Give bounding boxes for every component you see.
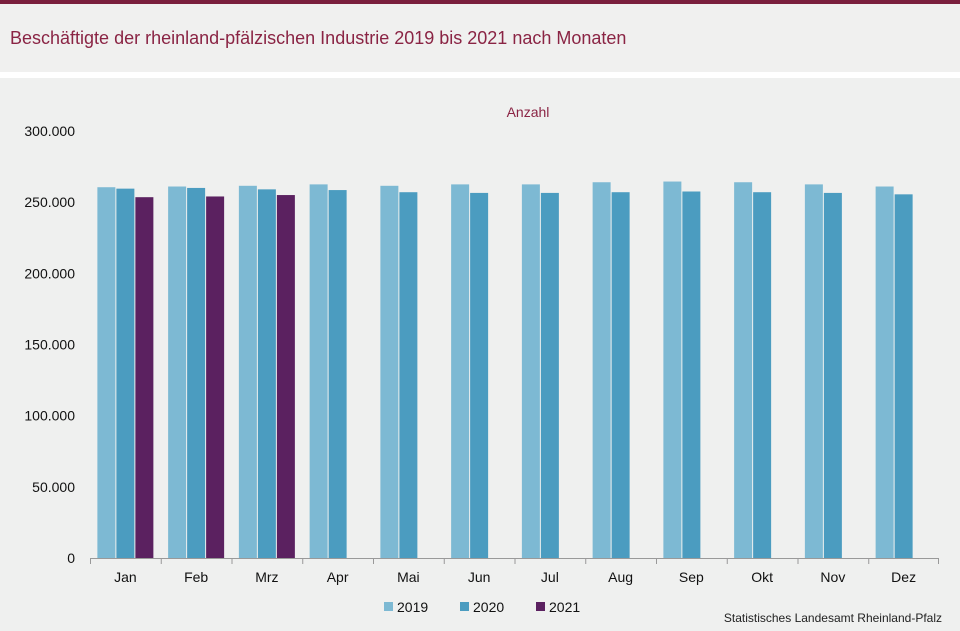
bar-2019-Okt: [734, 182, 753, 559]
y-tick-label: 0: [67, 550, 75, 566]
y-tick-label: 100.000: [24, 408, 75, 424]
bar-2019-Nov: [804, 184, 823, 558]
bar-2019-Dez: [875, 186, 894, 558]
x-tick-label: Sep: [679, 569, 704, 585]
bar-2020-Nov: [823, 192, 842, 559]
bar-2020-Dez: [894, 194, 913, 559]
bar-2021-Jan: [135, 197, 154, 558]
x-tick-label: Jul: [541, 569, 559, 585]
bar-2020-Feb: [187, 187, 206, 558]
bar-2019-Mai: [380, 185, 399, 558]
bar-2020-Jan: [116, 188, 135, 558]
bar-2020-Jul: [540, 192, 559, 559]
x-tick-label: Jun: [468, 569, 491, 585]
bar-2019-Mrz: [238, 185, 257, 558]
bar-2019-Jul: [521, 184, 540, 558]
bar-2019-Aug: [592, 182, 611, 559]
x-tick-label: Feb: [184, 569, 208, 585]
y-tick-label: 200.000: [24, 265, 75, 281]
y-tick-label: 250.000: [24, 194, 75, 210]
header: Beschäftigte der rheinland-pfälzischen I…: [0, 4, 960, 72]
x-tick-label: Nov: [820, 569, 845, 585]
legend-label-2020: 2020: [473, 599, 504, 615]
x-tick-label: Okt: [751, 569, 773, 585]
y-tick-label: 150.000: [24, 337, 75, 353]
bar-2019-Feb: [168, 186, 187, 558]
y-tick-label: 50.000: [32, 479, 75, 495]
y-tick-label: 300.000: [24, 123, 75, 139]
bar-2020-Okt: [753, 192, 772, 558]
x-tick-label: Mai: [397, 569, 420, 585]
legend-swatch-2019: [384, 602, 393, 611]
bar-2019-Apr: [309, 184, 328, 558]
bar-2020-Jun: [470, 192, 489, 559]
bar-2019-Jun: [451, 184, 470, 558]
bar-2019-Jan: [97, 187, 116, 558]
separator: [0, 72, 960, 78]
legend-swatch-2020: [460, 602, 469, 611]
bar-2020-Aug: [611, 192, 630, 558]
x-tick-label: Mrz: [255, 569, 278, 585]
legend-label-2021: 2021: [549, 599, 580, 615]
bar-2020-Mrz: [257, 189, 276, 558]
x-tick-label: Dez: [891, 569, 916, 585]
chart-title: Beschäftigte der rheinland-pfälzischen I…: [10, 28, 627, 48]
top-accent-bar: [0, 0, 960, 4]
bar-2020-Sep: [682, 191, 701, 558]
bar-2020-Mai: [399, 192, 418, 558]
bar-2020-Apr: [328, 190, 347, 558]
bar-2021-Mrz: [276, 195, 295, 559]
legend-label-2019: 2019: [397, 599, 428, 615]
y-unit-label: Anzahl: [507, 104, 550, 120]
legend-swatch-2021: [536, 602, 545, 611]
source-note: Statistisches Landesamt Rheinland-Pfalz: [723, 611, 942, 625]
x-tick-label: Jan: [114, 569, 137, 585]
x-tick-label: Aug: [608, 569, 633, 585]
x-tick-label: Apr: [327, 569, 349, 585]
bar-2021-Feb: [206, 196, 225, 558]
bar-2019-Sep: [663, 181, 682, 559]
